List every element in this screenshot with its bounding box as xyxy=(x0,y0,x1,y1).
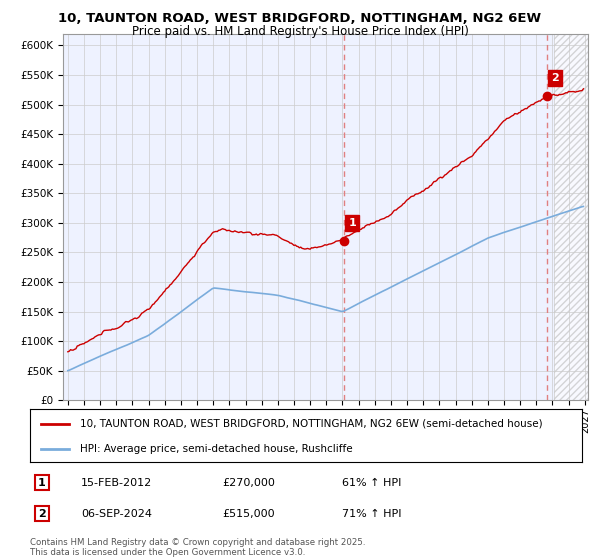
Text: 10, TAUNTON ROAD, WEST BRIDGFORD, NOTTINGHAM, NG2 6EW (semi-detached house): 10, TAUNTON ROAD, WEST BRIDGFORD, NOTTIN… xyxy=(80,419,542,429)
Text: 61% ↑ HPI: 61% ↑ HPI xyxy=(342,478,401,488)
Text: Contains HM Land Registry data © Crown copyright and database right 2025.
This d: Contains HM Land Registry data © Crown c… xyxy=(30,538,365,557)
Text: 2: 2 xyxy=(38,508,46,519)
Text: 2: 2 xyxy=(551,73,559,83)
Text: £515,000: £515,000 xyxy=(222,508,275,519)
Text: Price paid vs. HM Land Registry's House Price Index (HPI): Price paid vs. HM Land Registry's House … xyxy=(131,25,469,38)
Text: 10, TAUNTON ROAD, WEST BRIDGFORD, NOTTINGHAM, NG2 6EW: 10, TAUNTON ROAD, WEST BRIDGFORD, NOTTIN… xyxy=(58,12,542,25)
Bar xyxy=(554,34,588,400)
Text: 71% ↑ HPI: 71% ↑ HPI xyxy=(342,508,401,519)
Text: 15-FEB-2012: 15-FEB-2012 xyxy=(81,478,152,488)
Text: HPI: Average price, semi-detached house, Rushcliffe: HPI: Average price, semi-detached house,… xyxy=(80,444,352,454)
Text: 1: 1 xyxy=(38,478,46,488)
Bar xyxy=(554,34,588,400)
Text: £270,000: £270,000 xyxy=(222,478,275,488)
Text: 06-SEP-2024: 06-SEP-2024 xyxy=(81,508,152,519)
Text: 1: 1 xyxy=(349,218,356,228)
